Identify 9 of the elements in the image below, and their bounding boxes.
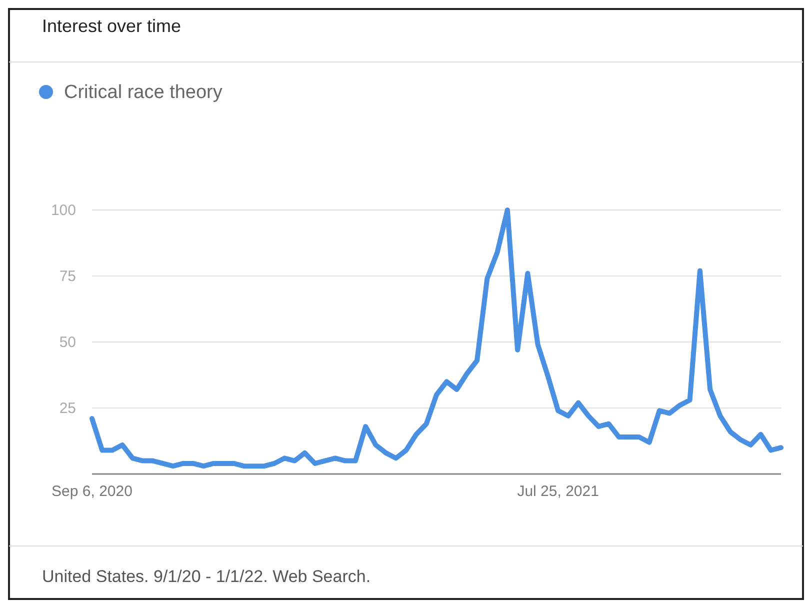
chart-title: Interest over time bbox=[42, 16, 182, 36]
x-tick-label: Sep 6, 2020 bbox=[52, 483, 132, 500]
y-tick-label: 75 bbox=[59, 268, 76, 285]
y-tick-label: 25 bbox=[59, 400, 76, 417]
y-tick-label: 100 bbox=[50, 202, 76, 219]
legend-label: Critical race theory bbox=[64, 82, 223, 103]
y-tick-label: 50 bbox=[59, 334, 76, 351]
text: United States. 9/1/20 - 1/1/22. Web Search. bbox=[42, 567, 371, 586]
x-tick-label: Jul 25, 2021 bbox=[517, 483, 599, 500]
